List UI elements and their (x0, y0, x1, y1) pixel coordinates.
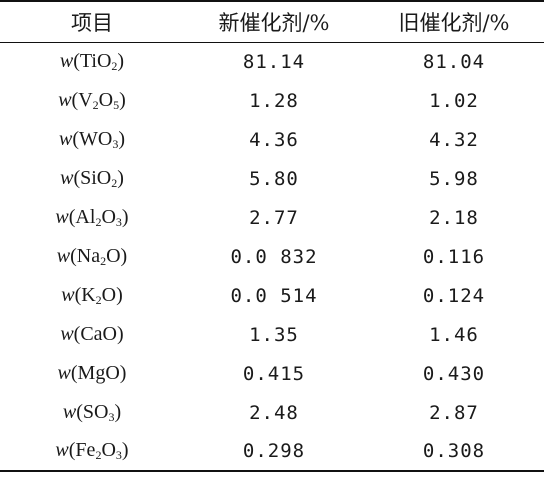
component-text: ) (121, 439, 129, 461)
old-catalyst-value: 0.116 (422, 245, 486, 268)
component-text: (K (74, 283, 96, 306)
new-catalyst-value: 81.14 (242, 50, 306, 73)
old-catalyst-value: 1.46 (429, 323, 479, 346)
component-text: O (101, 439, 116, 461)
mass-fraction-symbol: w (58, 88, 72, 111)
old-catalyst-value: 0.124 (422, 284, 486, 307)
table-body: w(TiO2) 81.14 81.04 w(V2O5) 1.28 1.02 w(WO3) 4.… (0, 42, 544, 472)
component-cell: w(Al2O3) (0, 198, 184, 237)
table-header-row: 项目 新催化剂/% 旧催化剂/% (0, 0, 544, 43)
component-cell: w(K2O) (0, 276, 184, 315)
component-text: (V (71, 88, 93, 111)
component-text: (TiO (73, 49, 112, 72)
component-cell: w(SO3) (0, 393, 184, 432)
mass-fraction-symbol: w (60, 323, 74, 345)
mass-fraction-symbol: w (60, 166, 74, 189)
new-catalyst-value: 2.77 (249, 206, 299, 229)
component-subscript: 2 (92, 97, 99, 112)
new-catalyst-value: 1.35 (249, 323, 299, 346)
old-catalyst-value: 0.430 (422, 362, 486, 385)
component-cell: w(Na2O) (0, 237, 184, 276)
component-cell: w(CaO) (0, 315, 184, 354)
mass-fraction-symbol: w (62, 400, 77, 423)
new-catalyst-value: 0.415 (242, 362, 306, 385)
table-row: w(MgO) 0.415 0.430 (0, 354, 544, 393)
component-text: (WO (72, 127, 113, 150)
table-row: w(SO3) 2.48 2.87 (0, 393, 544, 432)
component-text: (MgO) (70, 362, 127, 384)
header-old-catalyst: 旧催化剂/% (364, 0, 544, 43)
new-catalyst-value: 0.0 514 (230, 284, 318, 307)
table-row: w(Na2O) 0.0 832 0.116 (0, 237, 544, 276)
new-catalyst-value: 0.0 832 (230, 245, 318, 268)
table-row: w(TiO2) 81.14 81.04 (0, 42, 544, 81)
component-subscript: 2 (100, 253, 107, 268)
component-text: (Fe (68, 439, 96, 461)
table-row: w(Al2O3) 2.77 2.18 (0, 198, 544, 237)
component-cell: w(WO3) (0, 120, 184, 159)
old-catalyst-value: 4.32 (429, 128, 479, 151)
new-catalyst-value: 2.48 (249, 401, 299, 424)
header-new-catalyst: 新催化剂/% (184, 0, 364, 43)
component-cell: w(MgO) (0, 354, 184, 393)
table-row: w(CaO) 1.35 1.46 (0, 315, 544, 354)
component-cell: w(TiO2) (0, 42, 184, 81)
component-text: O (101, 205, 116, 228)
component-subscript: 2 (95, 448, 102, 462)
component-subscript: 3 (112, 136, 119, 151)
component-text: ) (119, 88, 126, 111)
component-subscript: 5 (113, 97, 120, 112)
component-text: ) (118, 127, 125, 150)
mass-fraction-symbol: w (55, 439, 69, 461)
component-text: O (98, 88, 114, 111)
old-catalyst-value: 5.98 (429, 167, 479, 190)
old-catalyst-value: 81.04 (422, 50, 486, 73)
component-subscript: 3 (108, 409, 115, 424)
component-text: ) (121, 205, 129, 228)
component-text: O) (101, 283, 123, 306)
old-catalyst-value: 2.87 (429, 401, 479, 424)
component-subscript: 2 (111, 58, 118, 73)
mass-fraction-symbol: w (55, 205, 69, 228)
old-catalyst-value: 1.02 (429, 89, 479, 112)
component-text: (CaO) (73, 323, 124, 345)
component-text: ) (114, 400, 122, 423)
old-catalyst-value: 0.308 (364, 432, 544, 472)
mass-fraction-symbol: w (61, 283, 75, 306)
component-subscript: 2 (95, 292, 102, 307)
table-row: w(SiO2) 5.80 5.98 (0, 159, 544, 198)
component-subscript: 3 (115, 448, 122, 462)
component-subscript: 3 (115, 214, 122, 229)
new-catalyst-value: 5.80 (249, 167, 299, 190)
component-cell: w(Fe2O3) (0, 432, 184, 472)
table-row: w(V2O5) 1.28 1.02 (0, 81, 544, 120)
component-text: (SiO (73, 166, 112, 189)
old-catalyst-value: 2.18 (429, 206, 479, 229)
component-cell: w(SiO2) (0, 159, 184, 198)
component-text: (Na (70, 244, 101, 267)
mass-fraction-symbol: w (56, 244, 71, 267)
component-text: ) (117, 49, 125, 72)
component-cell: w(V2O5) (0, 81, 184, 120)
component-text: (Al (68, 205, 96, 228)
table-row: w(WO3) 4.36 4.32 (0, 120, 544, 159)
table-row: w(Fe2O3) 0.298 0.308 (0, 432, 544, 472)
new-catalyst-value: 0.298 (184, 432, 364, 472)
component-subscript: 2 (111, 175, 118, 190)
table-row: w(K2O) 0.0 514 0.124 (0, 276, 544, 315)
component-text: O) (106, 244, 128, 267)
mass-fraction-symbol: w (59, 49, 74, 72)
component-text: (SO (76, 400, 109, 423)
mass-fraction-symbol: w (57, 362, 71, 384)
mass-fraction-symbol: w (59, 127, 73, 150)
header-item: 项目 (0, 0, 184, 43)
new-catalyst-value: 4.36 (249, 128, 299, 151)
new-catalyst-value: 1.28 (249, 89, 299, 112)
component-subscript: 2 (95, 214, 102, 229)
component-text: ) (117, 166, 124, 189)
